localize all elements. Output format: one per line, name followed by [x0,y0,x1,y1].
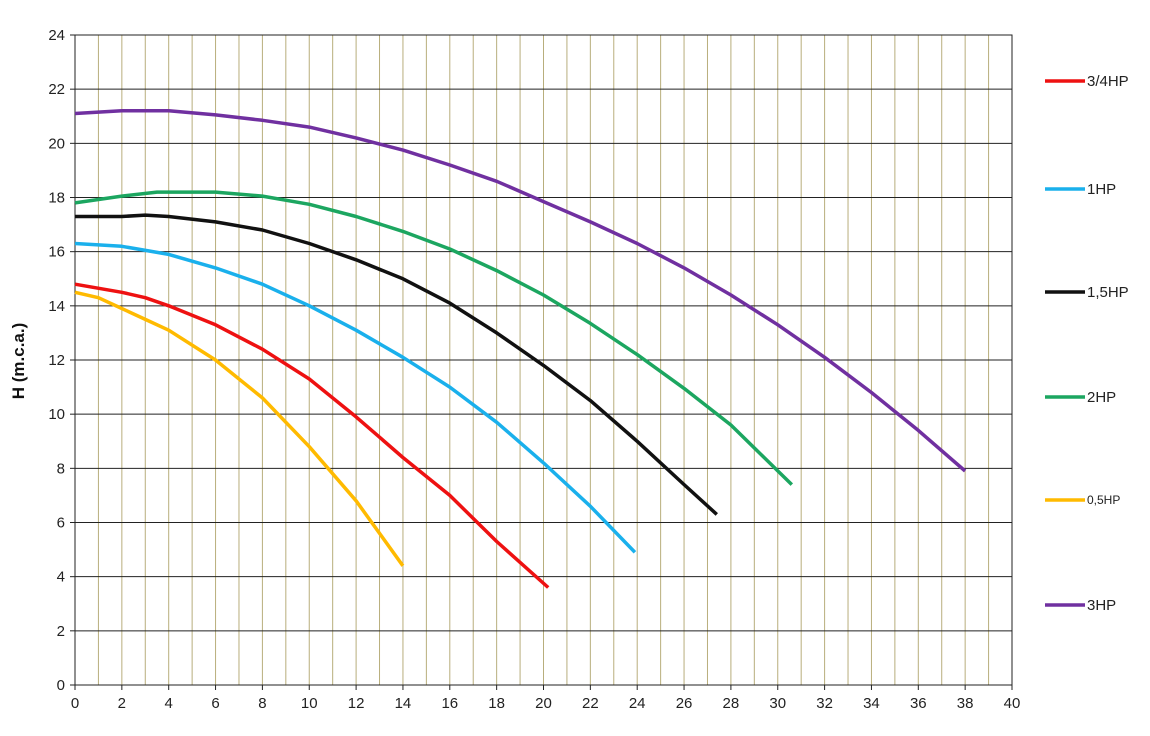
y-tick-label: 16 [48,244,65,261]
legend-label: 0,5HP [1087,493,1120,507]
x-tick-label: 0 [71,695,79,712]
x-tick-label: 20 [535,695,552,712]
x-tick-label: 38 [957,695,974,712]
x-tick-label: 26 [676,695,693,712]
y-tick-label: 6 [57,515,65,532]
y-tick-label: 24 [48,27,65,44]
series-lines [74,109,967,589]
series-line [74,241,637,554]
x-tick-label: 10 [301,695,318,712]
series-line [74,282,550,589]
y-tick-label: 14 [48,298,65,315]
x-tick-label: 12 [348,695,365,712]
legend-label: 2HP [1087,389,1116,406]
series-line [75,213,718,516]
y-tick-label: 8 [57,460,65,477]
x-tick-label: 6 [211,695,219,712]
y-tick-label: 18 [48,190,65,207]
x-tick-label: 34 [863,695,880,712]
legend-label: 3HP [1087,597,1116,614]
legend-label: 3/4HP [1087,73,1129,90]
y-tick-label: 20 [48,135,65,152]
x-tick-label: 16 [441,695,458,712]
x-tick-label: 4 [165,695,173,712]
series-line [74,109,967,473]
x-tick-label: 24 [629,695,646,712]
x-axis-tick-labels: 0 2 4 6 8 10 12 14 16 18 20 22 24 26 28 30 32 34 36 38 40 [71,685,1021,712]
x-tick-label: 40 [1004,695,1021,712]
y-tick-label: 10 [48,406,65,423]
x-tick-label: 14 [395,695,412,712]
x-tick-label: 18 [488,695,505,712]
legend-label: 1HP [1087,181,1116,198]
x-tick-label: 22 [582,695,599,712]
y-tick-label: 4 [57,569,65,586]
legend-label: 1,5HP [1087,284,1129,301]
y-axis-label: H (m.c.a.) [9,323,28,400]
x-tick-label: 8 [258,695,266,712]
y-tick-label: 22 [48,81,65,98]
horizontal-gridlines [75,88,1012,632]
y-tick-label: 12 [48,352,65,369]
y-tick-label: 2 [57,623,65,640]
x-tick-label: 36 [910,695,927,712]
x-tick-label: 2 [118,695,126,712]
x-tick-label: 32 [816,695,833,712]
x-tick-label: 30 [769,695,786,712]
series-line [74,190,794,486]
x-tick-label: 28 [723,695,740,712]
y-tick-label: 0 [57,677,65,694]
series-line [74,290,405,567]
legend: 3/4HP 1HP 1,5HP 2HP 0,5HP 3HP [1045,73,1129,614]
